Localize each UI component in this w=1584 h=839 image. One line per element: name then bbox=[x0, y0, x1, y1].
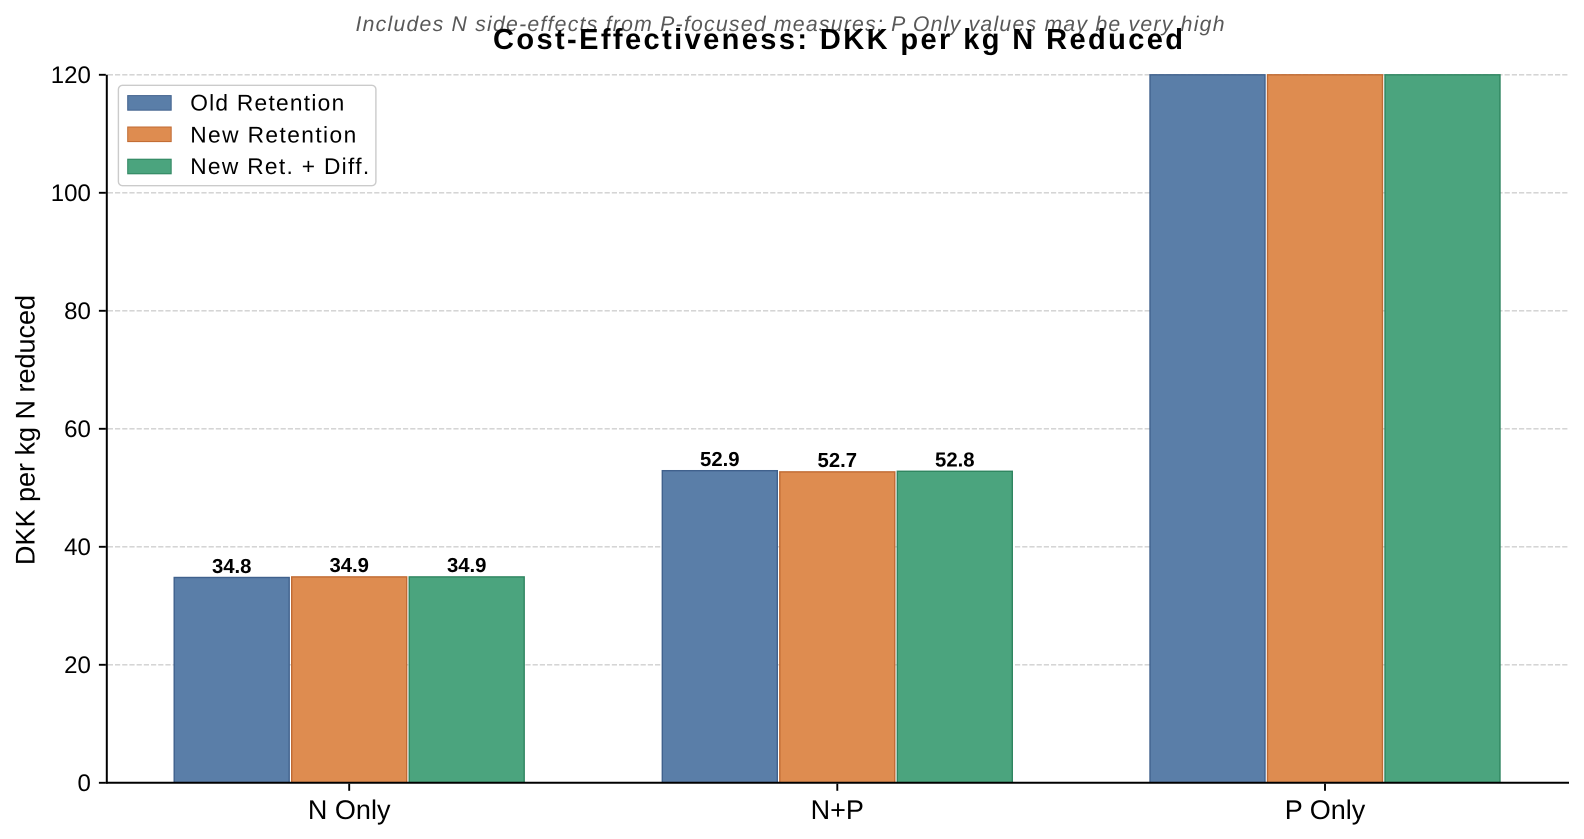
svg-text:80: 80 bbox=[64, 298, 91, 325]
svg-text:52.9: 52.9 bbox=[700, 449, 739, 471]
svg-text:20: 20 bbox=[64, 652, 91, 679]
svg-text:34.9: 34.9 bbox=[447, 555, 486, 577]
svg-text:Cost-Effectiveness: DKK per kg: Cost-Effectiveness: DKK per kg N Reduced bbox=[493, 24, 1183, 56]
svg-text:34.8: 34.8 bbox=[212, 556, 251, 578]
svg-text:52.8: 52.8 bbox=[935, 450, 974, 472]
svg-text:Includes N side-effects from P: Includes N side-effects from P-focused m… bbox=[356, 13, 1225, 36]
svg-text:New Retention: New Retention bbox=[190, 121, 356, 147]
svg-text:N Only: N Only bbox=[308, 795, 391, 825]
svg-text:34.9: 34.9 bbox=[329, 555, 368, 577]
svg-text:100: 100 bbox=[51, 180, 91, 207]
svg-text:120: 120 bbox=[51, 62, 91, 89]
svg-text:60: 60 bbox=[64, 416, 91, 443]
svg-text:P Only: P Only bbox=[1285, 795, 1366, 825]
svg-text:52.7: 52.7 bbox=[818, 450, 857, 472]
svg-text:DKK per kg N reduced: DKK per kg N reduced bbox=[10, 295, 40, 565]
svg-text:0: 0 bbox=[77, 770, 90, 797]
svg-text:40: 40 bbox=[64, 534, 91, 561]
svg-text:New Ret. + Diff.: New Ret. + Diff. bbox=[190, 153, 369, 179]
svg-text:N+P: N+P bbox=[811, 795, 864, 825]
